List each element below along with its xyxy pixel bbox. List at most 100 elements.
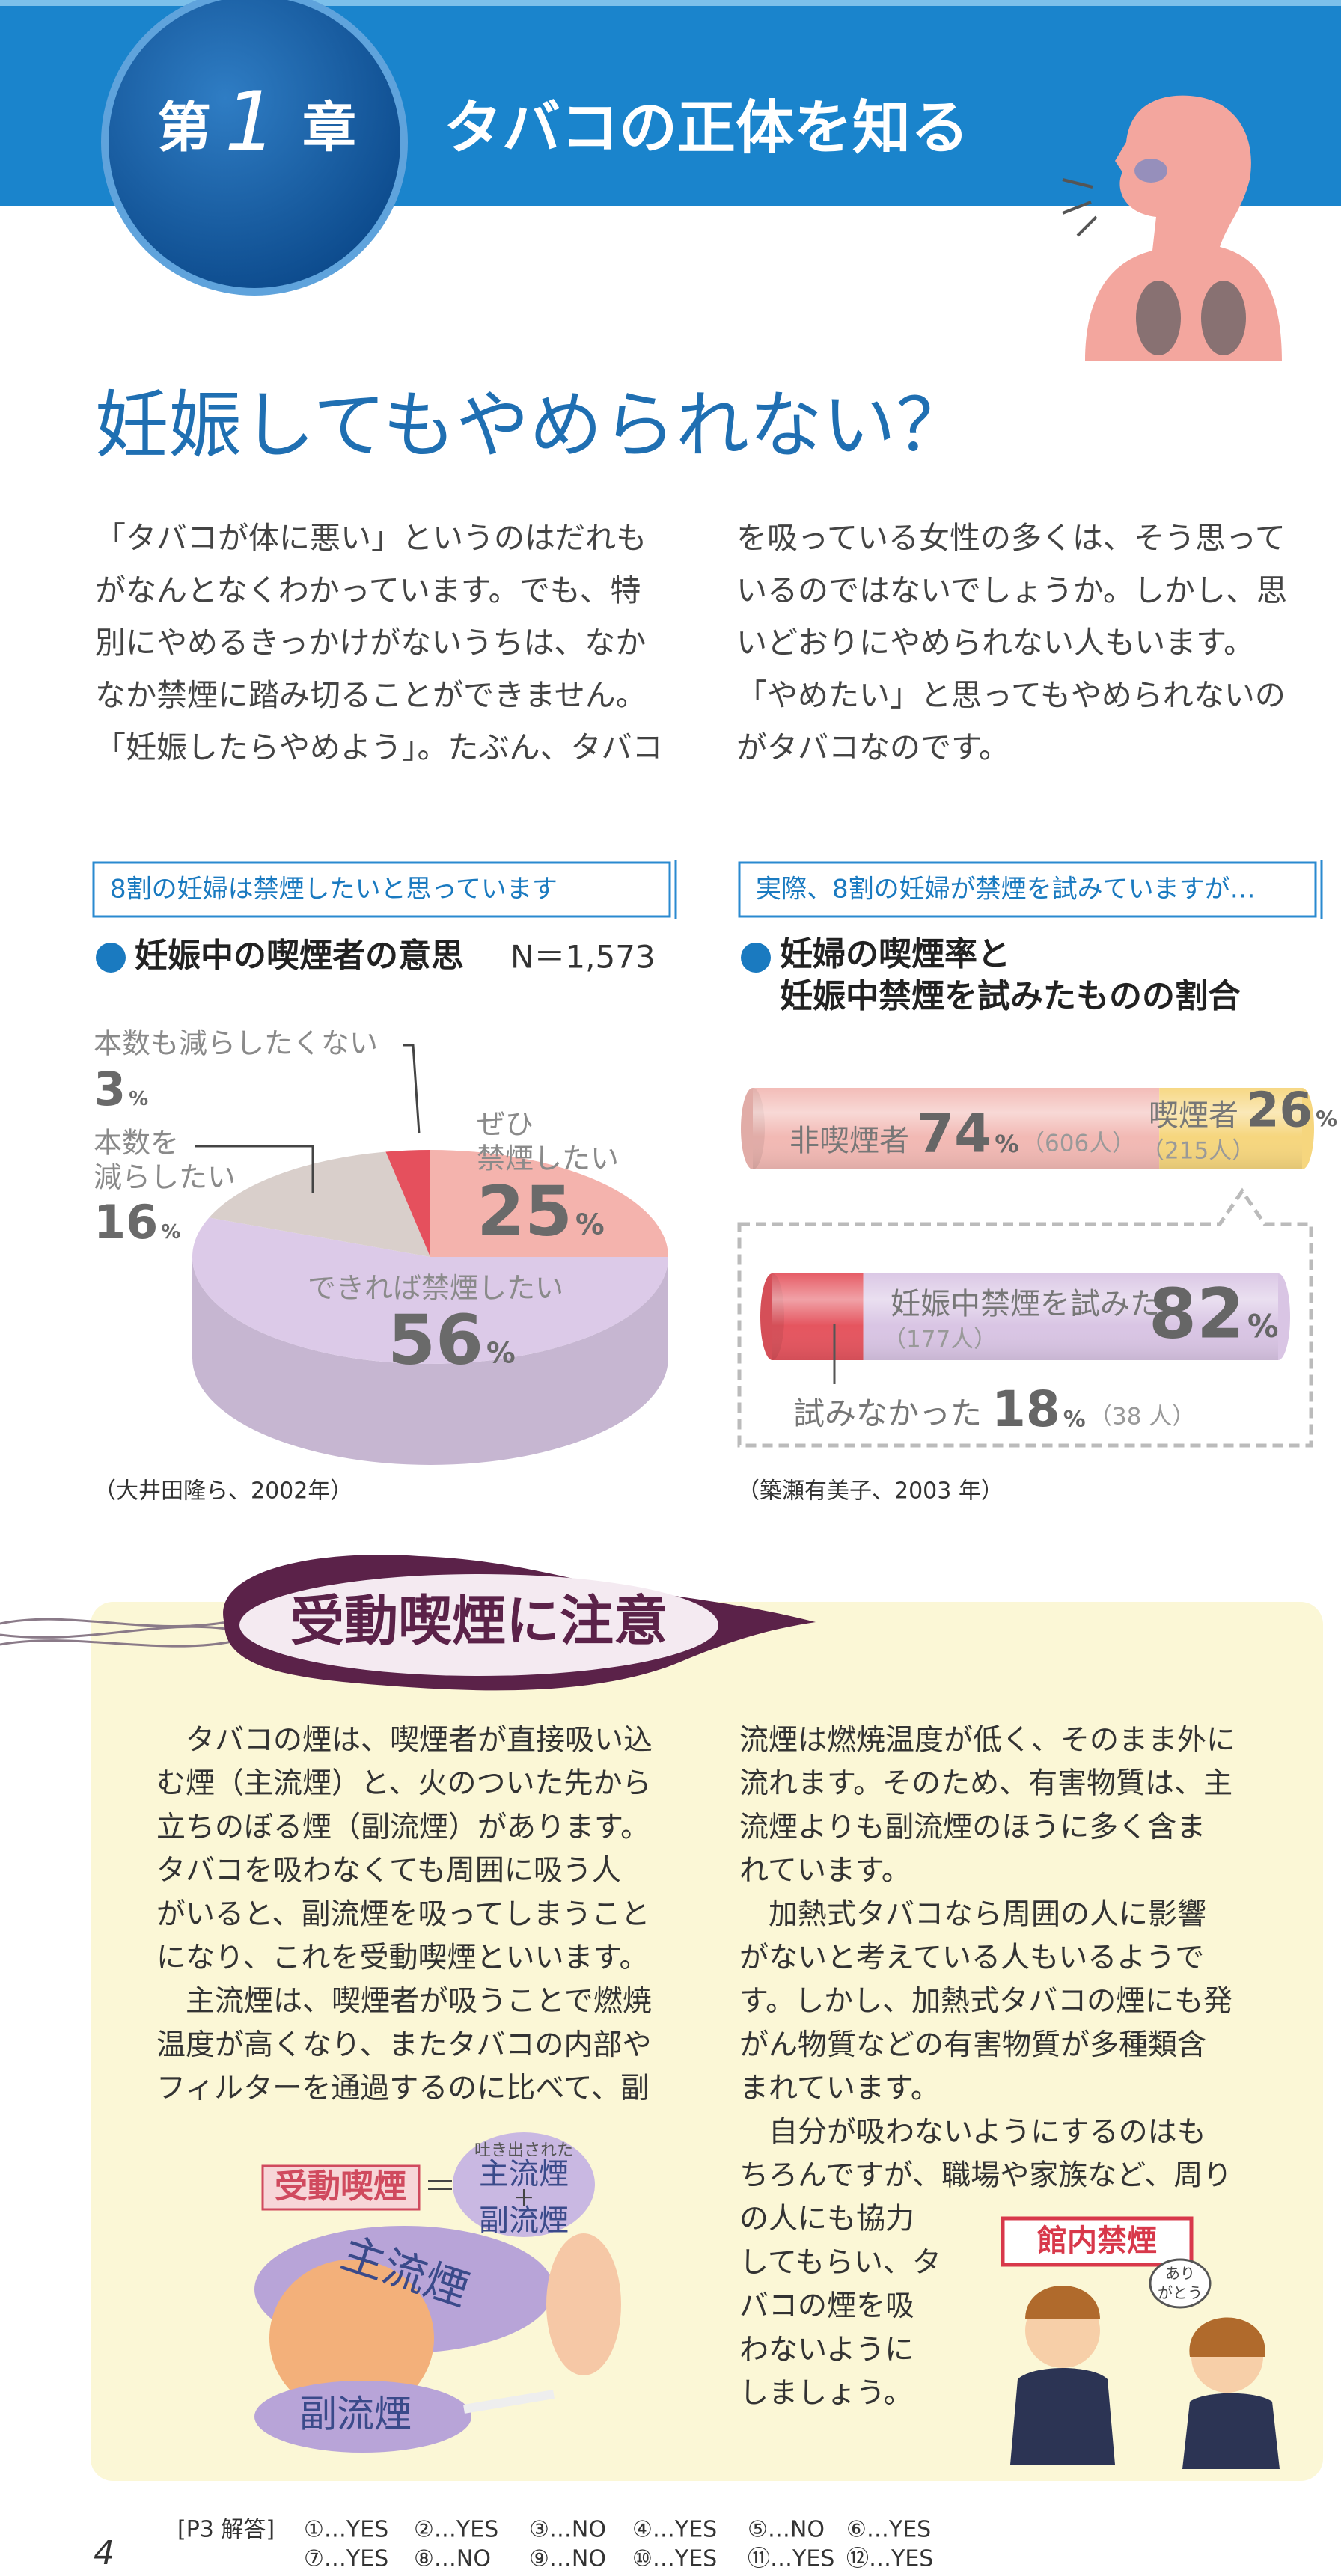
section-line: しましょう。 bbox=[739, 2377, 913, 2411]
bar-count: （215人） bbox=[1141, 1138, 1255, 1165]
intro-line: いるのではないでしょうか。しかし、思 bbox=[736, 572, 1287, 608]
ill-label: ＝ bbox=[424, 2167, 456, 2206]
answer: ⑤…NO bbox=[748, 2517, 825, 2543]
section-line: タバコを吸わなくても周囲に吸う人 bbox=[156, 1854, 621, 1888]
pie-label: 本数を bbox=[94, 1127, 179, 1160]
bar-unit: % bbox=[1247, 1309, 1278, 1344]
section-line: してもらい、タ bbox=[739, 2246, 941, 2280]
answer: ③…NO bbox=[529, 2517, 606, 2543]
answer: ⑩…YES bbox=[632, 2546, 717, 2572]
smoke-lines bbox=[0, 1618, 240, 1648]
section-line: がいると、副流煙を吸ってしまうこと bbox=[156, 1897, 650, 1931]
intro-line: がタバコなのです。 bbox=[736, 729, 1009, 765]
pie-value: 3 bbox=[94, 1062, 126, 1116]
intro-line: 「妊娠したらやめよう」。たぶん、タバコ bbox=[95, 729, 663, 765]
pie-unit: % bbox=[161, 1221, 180, 1243]
section-line: フィルターを通過するのに比べて、副 bbox=[156, 2072, 650, 2105]
pie-unit: % bbox=[486, 1336, 516, 1370]
bar-label: 喫煙者 bbox=[1149, 1098, 1238, 1133]
section-line: の人にも協力 bbox=[739, 2203, 914, 2236]
chart-source: （大井田隆ら、2002年） bbox=[94, 1478, 352, 1505]
section-line: 主流煙は、喫煙者が吸うことで燃焼 bbox=[156, 1985, 652, 2019]
chart-title: 妊娠中の喫煙者の意思 bbox=[135, 937, 464, 975]
pie-value: 16 bbox=[94, 1195, 158, 1249]
pie-label: 禁煙したい bbox=[477, 1142, 619, 1175]
bar-value: 18 bbox=[992, 1380, 1060, 1438]
section-line: わないように bbox=[739, 2333, 914, 2367]
pie-value: 56 bbox=[388, 1300, 483, 1380]
page-number: 4 bbox=[94, 2534, 114, 2572]
intro-line: 別にやめるきっかけがないうちは、なか bbox=[95, 625, 646, 661]
bar-unit: % bbox=[995, 1130, 1018, 1158]
pie-unit: % bbox=[575, 1208, 605, 1241]
intro-line: を吸っている女性の多くは、そう思って bbox=[736, 520, 1286, 556]
section-line: になり、これを受動喫煙といいます。 bbox=[156, 1942, 649, 1975]
chart-note: N＝1,573 bbox=[510, 939, 656, 976]
pie-unit: % bbox=[129, 1088, 148, 1110]
bar-label: 非喫煙者 bbox=[789, 1124, 909, 1158]
bar-label: 妊娠中禁煙を試みた bbox=[891, 1287, 1160, 1321]
ill-label: 受動喫煙 bbox=[275, 2167, 406, 2206]
section-line: 温度が高くなり、またタバコの内部や bbox=[156, 2028, 651, 2062]
section-line: れています。 bbox=[739, 1854, 911, 1888]
banner-box bbox=[738, 861, 1317, 918]
bar-unit: % bbox=[1063, 1406, 1086, 1432]
pie-label: 減らしたい bbox=[94, 1161, 236, 1194]
bar-count: （177人） bbox=[883, 1327, 997, 1353]
bar-unit: % bbox=[1316, 1107, 1337, 1132]
pie-slice bbox=[430, 1150, 668, 1257]
answer: ①…YES bbox=[304, 2517, 388, 2543]
answer: ⑦…YES bbox=[304, 2546, 388, 2572]
chapter-number: 1 bbox=[224, 73, 277, 169]
section-line: 流煙よりも副流煙のほうに多く含ま bbox=[739, 1811, 1206, 1844]
title-ribbon-inner bbox=[239, 1574, 718, 1676]
bar-value: 82 bbox=[1149, 1273, 1244, 1353]
pie-side bbox=[192, 1257, 668, 1465]
section-line: まれています。 bbox=[739, 2072, 940, 2105]
page-heading: 妊娠してもやめられない？ bbox=[95, 383, 969, 468]
ill-label: 館内禁煙 bbox=[1037, 2224, 1157, 2258]
chart-title: 妊婦の喫煙率と bbox=[780, 935, 1010, 973]
header-figure bbox=[1062, 95, 1282, 361]
section-title: 受動喫煙に注意 bbox=[290, 1590, 668, 1653]
banner-text: 8割の妊婦は禁煙したいと思っています bbox=[110, 875, 558, 905]
ill-label: がとう bbox=[1158, 2284, 1203, 2302]
answer: ④…YES bbox=[632, 2517, 717, 2543]
answer-label: [P3 解答] bbox=[177, 2517, 275, 2543]
chapter-suffix: 章 bbox=[302, 97, 356, 159]
intro-line: 「やめたい」と思ってもやめられないの bbox=[736, 677, 1286, 713]
intro-line: がなんとなくわかっています。でも、特 bbox=[95, 572, 641, 608]
bar-shine bbox=[753, 1088, 1302, 1169]
pie-label: 本数も減らしたくない bbox=[94, 1027, 378, 1060]
section-line: 自分が吸わないようにするのはも bbox=[739, 2115, 1206, 2149]
leader-line bbox=[195, 1145, 314, 1193]
chapter-prefix: 第 bbox=[157, 97, 211, 159]
ill-label: 吐き出された bbox=[474, 2141, 573, 2160]
bar-value: 26 bbox=[1246, 1083, 1313, 1139]
bullet bbox=[96, 943, 126, 973]
section-line: がないと考えている人もいるようで bbox=[739, 1942, 1204, 1975]
pie-label: ぜひ bbox=[477, 1108, 534, 1141]
section-line: バコの煙を吸 bbox=[739, 2289, 914, 2323]
bar-shine bbox=[772, 1273, 1278, 1360]
intro-line: いどおりにやめられない人もいます。 bbox=[736, 625, 1254, 661]
section-line: 流煙は燃焼温度が低く、そのまま外に bbox=[739, 1724, 1235, 1757]
ill-label: 主流煙 bbox=[479, 2157, 569, 2191]
bar-label: 試みなかった bbox=[793, 1395, 982, 1432]
ill-label: 副流煙 bbox=[479, 2203, 569, 2238]
answer: ⑥…YES bbox=[846, 2517, 931, 2543]
intro-line: 「タバコが体に悪い」というのはだれも bbox=[95, 520, 647, 556]
header-edge bbox=[0, 0, 1341, 6]
chart-title: 妊娠中禁煙を試みたものの割合 bbox=[780, 977, 1241, 1015]
section-line: 立ちのぼる煙（副流煙）があります。 bbox=[156, 1811, 650, 1844]
intro-line: なか禁煙に踏み切ることができません。 bbox=[95, 677, 647, 713]
leader-line bbox=[403, 1044, 421, 1134]
illustration-smoke bbox=[254, 2132, 621, 2453]
answer: ⑪…YES bbox=[748, 2546, 834, 2572]
ill-label: あり bbox=[1165, 2265, 1195, 2283]
illustration-office bbox=[1001, 2216, 1280, 2469]
header-title: タバコの正体を知る bbox=[444, 94, 969, 162]
pie-slice bbox=[385, 1150, 430, 1257]
